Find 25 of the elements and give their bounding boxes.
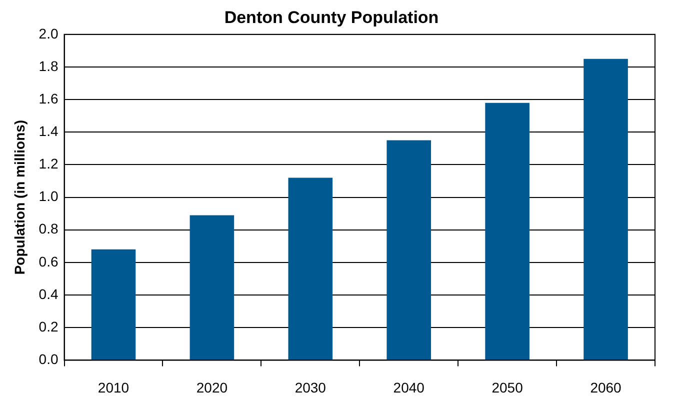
x-tick-label: 2060 (590, 379, 622, 396)
x-tick-label: 2020 (196, 379, 228, 396)
y-tick-label: 0.4 (38, 286, 58, 302)
y-tick-label: 1.0 (38, 188, 58, 204)
x-tick-label: 2050 (492, 379, 524, 396)
y-tick-label: 1.2 (38, 156, 58, 172)
y-tick-label: 0.2 (38, 318, 58, 334)
x-tick-label: 2040 (393, 379, 425, 396)
bar (485, 102, 530, 360)
y-tick-label: 1.6 (38, 90, 58, 106)
bar (91, 249, 136, 360)
bar (584, 58, 628, 360)
y-tick-label: 2.0 (38, 25, 58, 42)
y-axis-title: Population (in millions) (11, 120, 28, 275)
y-tick-label: 1.8 (38, 58, 58, 74)
y-tick-label: 1.4 (38, 123, 58, 139)
bar (386, 140, 432, 360)
y-tick-label: 0.6 (38, 253, 58, 270)
y-tick-label: 0.8 (38, 220, 58, 237)
x-tick-label: 2030 (294, 379, 326, 396)
y-tick-label: 0.0 (38, 351, 58, 368)
chart-title: Denton County Population (224, 8, 439, 27)
bar (190, 215, 234, 360)
bar (288, 178, 333, 360)
x-tick-label: 2010 (98, 379, 130, 396)
